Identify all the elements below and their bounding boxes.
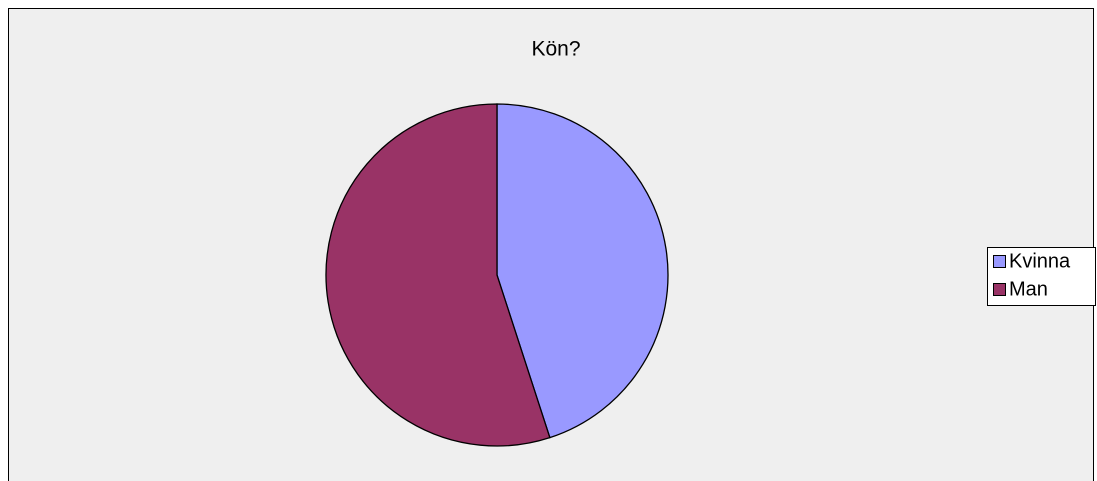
- legend-label: Man: [1009, 278, 1048, 300]
- legend-label: Kvinna: [1009, 250, 1071, 272]
- legend-swatch: [993, 255, 1006, 268]
- chart-title: Kön?: [531, 38, 580, 61]
- legend-swatch: [993, 283, 1006, 296]
- pie-slice: [325, 103, 551, 447]
- pie-slice: [496, 103, 669, 439]
